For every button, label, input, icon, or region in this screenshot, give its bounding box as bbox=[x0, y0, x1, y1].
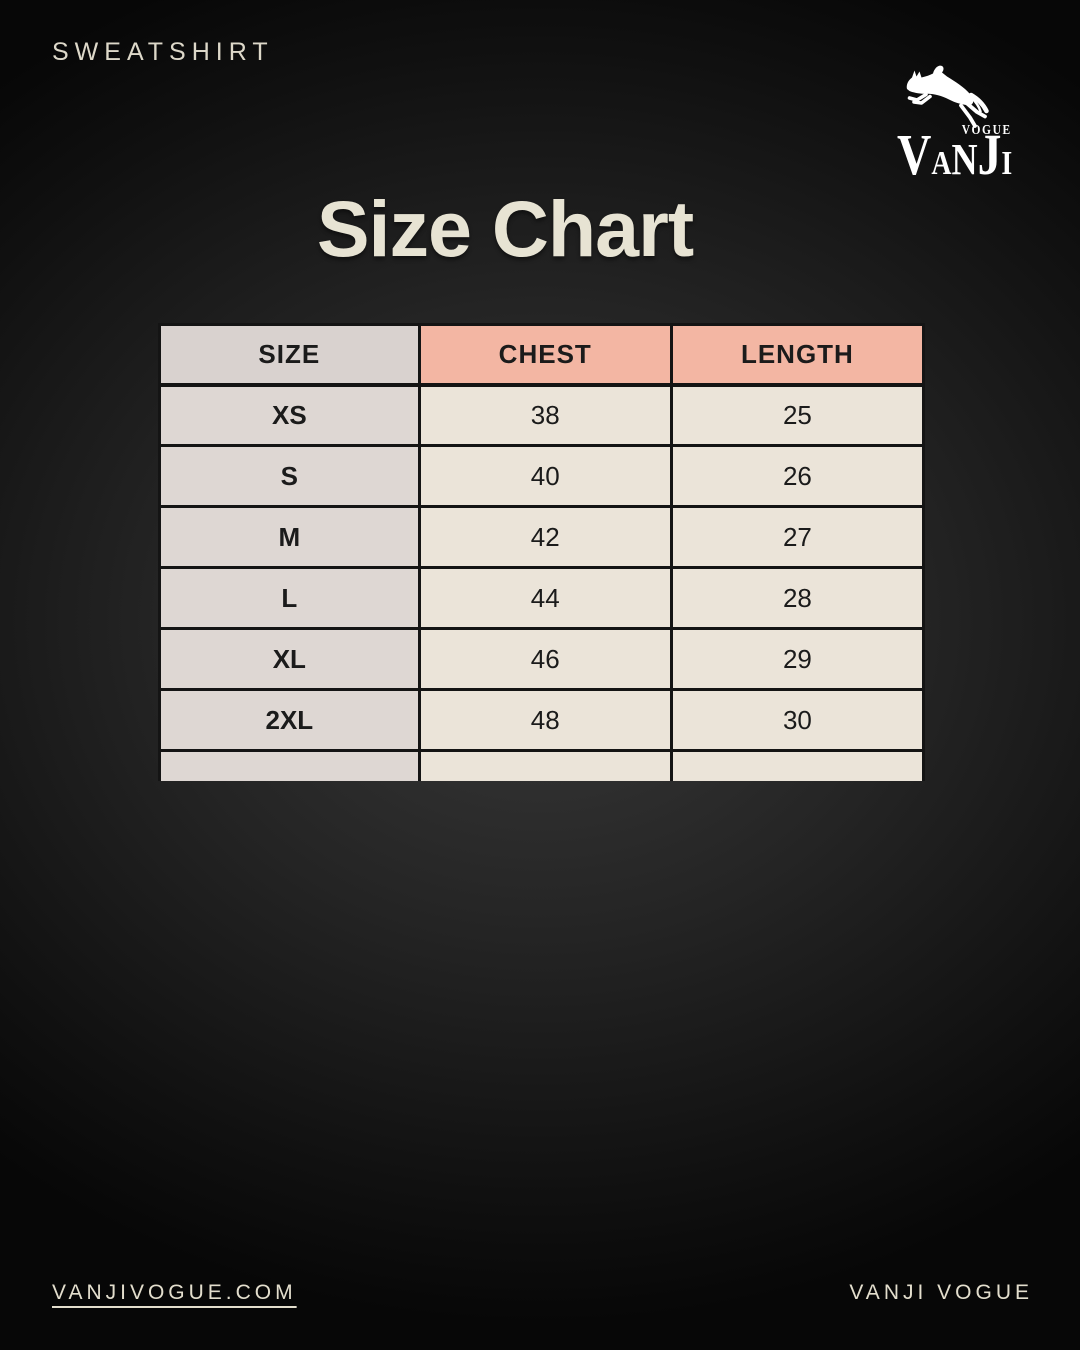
length-cell: 30 bbox=[669, 688, 925, 752]
logo-letter: J bbox=[977, 122, 1002, 187]
logo-wordmark: VANJI VOGUE bbox=[897, 124, 1012, 188]
length-cell: 28 bbox=[669, 566, 925, 630]
table-row: S 40 26 bbox=[158, 444, 925, 508]
length-cell: 26 bbox=[669, 444, 925, 508]
brand-logo: VANJI VOGUE bbox=[885, 52, 1019, 188]
size-cell: XL bbox=[158, 627, 421, 691]
size-cell: 2XL bbox=[158, 688, 421, 752]
size-cell: S bbox=[158, 444, 421, 508]
chest-cell: 38 bbox=[417, 383, 673, 447]
logo-letter: I bbox=[1001, 145, 1013, 182]
logo-letter: V bbox=[897, 122, 932, 187]
size-cell bbox=[158, 749, 421, 781]
table-row: L 44 28 bbox=[158, 566, 925, 630]
logo-sub-label: VOGUE bbox=[961, 123, 1012, 138]
chest-cell: 46 bbox=[417, 627, 673, 691]
size-chart-table: SIZE CHEST LENGTH XS 38 25 S 40 26 M bbox=[158, 323, 925, 781]
logo-letter: A bbox=[931, 145, 952, 182]
chest-cell: 44 bbox=[417, 566, 673, 630]
size-cell: XS bbox=[158, 383, 421, 447]
table-row: XS 38 25 bbox=[158, 383, 925, 447]
column-header-size: SIZE bbox=[158, 323, 421, 387]
length-cell bbox=[669, 749, 925, 781]
chest-cell: 42 bbox=[417, 505, 673, 569]
jumping-horse-icon bbox=[906, 65, 989, 128]
page-title: Size Chart bbox=[316, 184, 694, 273]
table-row: 2XL 48 30 bbox=[158, 688, 925, 752]
table-row: M 42 27 bbox=[158, 505, 925, 569]
column-header-chest: CHEST bbox=[417, 323, 673, 387]
footer-brand-label: VANJI VOGUE bbox=[849, 1281, 1033, 1304]
table-header-row: SIZE CHEST LENGTH bbox=[158, 323, 925, 387]
length-cell: 27 bbox=[669, 505, 925, 569]
length-cell: 25 bbox=[669, 383, 925, 447]
chest-cell: 48 bbox=[417, 688, 673, 752]
chest-cell: 40 bbox=[417, 444, 673, 508]
logo-letter: N bbox=[951, 135, 978, 184]
chest-cell bbox=[417, 749, 673, 781]
size-cell: M bbox=[158, 505, 421, 569]
size-cell: L bbox=[158, 566, 421, 630]
table-row: XL 46 29 bbox=[158, 627, 925, 691]
column-header-length: LENGTH bbox=[669, 323, 925, 387]
website-link[interactable]: VANJIVOGUE.COM bbox=[52, 1281, 297, 1304]
product-label: SWEATSHIRT bbox=[52, 38, 274, 66]
length-cell: 29 bbox=[669, 627, 925, 691]
table-row-partial bbox=[158, 749, 925, 781]
